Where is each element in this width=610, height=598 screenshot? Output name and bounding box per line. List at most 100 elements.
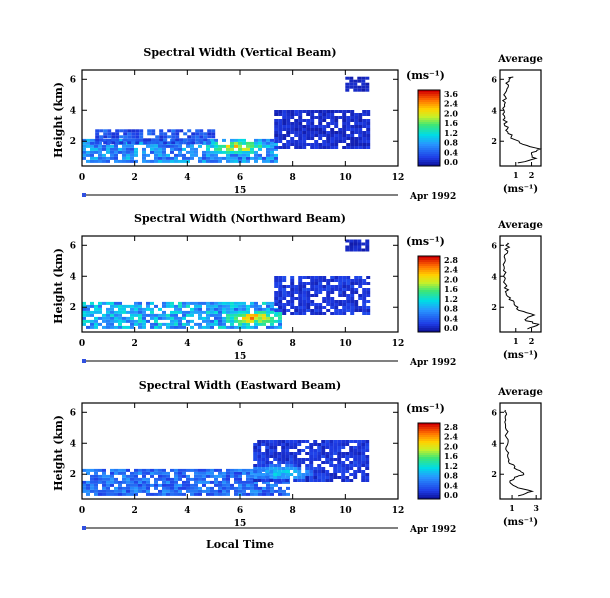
heatmap-cell [198, 468, 202, 472]
heatmap-cell [333, 458, 338, 461]
heatmap-cell [122, 468, 126, 472]
heatmap-cell [321, 452, 326, 455]
heatmap-cell [358, 128, 363, 131]
heatmap-cell [118, 307, 122, 311]
heatmap-cell [202, 474, 206, 478]
colorbar-tick-label: 0.0 [444, 157, 458, 167]
heatmap-cell [218, 486, 222, 490]
heatmap-cell [174, 310, 178, 314]
heatmap-cell [290, 291, 295, 294]
heatmap-cell [310, 134, 315, 137]
heatmap-cell [170, 150, 174, 154]
heatmap-cell [314, 143, 319, 146]
heatmap-cell [286, 122, 291, 125]
heatmap-cell [274, 312, 279, 315]
heatmap-cell [94, 150, 98, 154]
heatmap-cell [302, 146, 307, 149]
heatmap-cell [182, 156, 186, 160]
heatmap-cell [281, 473, 286, 476]
heatmap-cell [354, 300, 359, 303]
heatmap-cell [254, 483, 258, 487]
heatmap-cell [230, 159, 234, 163]
heatmap-cell [178, 325, 182, 329]
heatmap-cell [186, 150, 190, 154]
heatmap-cell [178, 319, 182, 323]
heatmap-cell [198, 144, 202, 148]
colorbar-swatch [418, 467, 440, 470]
day-label: 15 [234, 186, 247, 196]
heatmap-cell [253, 443, 258, 446]
heatmap-cell [261, 464, 266, 467]
heatmap-cell [362, 303, 367, 306]
heatmap-cell [350, 116, 355, 119]
heatmap-cell [318, 143, 323, 146]
heatmap-cell [349, 473, 354, 476]
heatmap-cell [318, 146, 323, 149]
heatmap-cell [354, 143, 359, 146]
heatmap-cell [349, 461, 354, 464]
heatmap-cell [90, 486, 94, 490]
heatmap-cell [230, 153, 234, 157]
heatmap-cell [186, 477, 190, 481]
heatmap-cell [290, 312, 295, 315]
heatmap-area [82, 239, 371, 329]
heatmap-cell [242, 301, 246, 305]
heatmap-cell [366, 134, 371, 137]
heatmap-cell [154, 316, 158, 320]
heatmap-cell [362, 309, 367, 312]
heatmap-cell [218, 492, 222, 496]
heatmap-cell [246, 477, 250, 481]
colorbar-swatch [418, 304, 440, 307]
heatmap-cell [198, 304, 202, 308]
heatmap-cell [310, 276, 315, 279]
colorbar-swatch [418, 120, 440, 123]
heatmap-cell [258, 486, 262, 490]
heatmap-cell [234, 316, 238, 320]
heatmap-cell [182, 471, 186, 475]
heatmap-cell [281, 458, 286, 461]
heatmap-cell [138, 319, 142, 323]
heatmap-cell [194, 301, 198, 305]
heatmap-cell [150, 150, 154, 154]
heatmap-cell [298, 143, 303, 146]
panel-title: Spectral Width (Northward Beam) [134, 212, 346, 225]
heatmap-cell [354, 288, 359, 291]
heatmap-cell [321, 455, 326, 458]
heatmap-cell [142, 489, 146, 493]
heatmap-cell [111, 135, 116, 139]
heatmap-cell [290, 288, 295, 291]
heatmap-cell [246, 307, 250, 311]
heatmap-cell [278, 316, 282, 320]
heatmap-cell [162, 313, 166, 317]
colorbar-swatch [418, 433, 440, 436]
heatmap-cell [130, 489, 134, 493]
heatmap-cell [202, 156, 206, 160]
heatmap-cell [158, 147, 162, 151]
heatmap-cell [182, 325, 186, 329]
x-tick-label: 8 [290, 173, 296, 183]
heatmap-cell [238, 477, 242, 481]
colorbar-swatch [418, 268, 440, 271]
colorbar-swatch [418, 457, 440, 460]
heatmap-cell [285, 449, 290, 452]
heatmap-cell [345, 458, 350, 461]
heatmap-cell [115, 129, 120, 133]
heatmap-cell [337, 440, 342, 443]
colorbar-swatch [418, 138, 440, 141]
heatmap-cell [119, 135, 124, 139]
heatmap-cell [253, 467, 258, 470]
heatmap-cell [138, 483, 142, 487]
heatmap-cell [106, 313, 110, 317]
colorbar-swatch [418, 427, 440, 430]
heatmap-cell [234, 477, 238, 481]
heatmap-cell [333, 443, 338, 446]
heatmap-cell [353, 245, 358, 249]
heatmap-cell [122, 159, 126, 163]
heatmap-cell [102, 468, 106, 472]
heatmap-cell [110, 474, 114, 478]
heatmap-cell [321, 470, 326, 473]
heatmap-cell [134, 477, 138, 481]
heatmap-cell [318, 119, 323, 122]
heatmap-cell [206, 492, 210, 496]
heatmap-cell [322, 300, 327, 303]
